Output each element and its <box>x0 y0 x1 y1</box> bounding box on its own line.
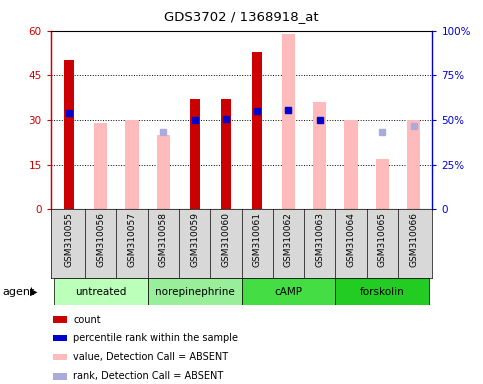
Text: forskolin: forskolin <box>360 287 405 297</box>
Text: GDS3702 / 1368918_at: GDS3702 / 1368918_at <box>164 10 319 23</box>
Text: GSM310055: GSM310055 <box>65 212 74 267</box>
Text: cAMP: cAMP <box>274 287 302 297</box>
Text: GSM310063: GSM310063 <box>315 212 324 267</box>
Bar <box>148 278 242 305</box>
Text: rank, Detection Call = ABSENT: rank, Detection Call = ABSENT <box>73 371 224 381</box>
Text: GSM310058: GSM310058 <box>159 212 168 267</box>
Bar <box>376 159 389 209</box>
Text: norepinephrine: norepinephrine <box>155 287 234 297</box>
Bar <box>335 278 429 305</box>
Bar <box>53 316 67 323</box>
Text: GSM310062: GSM310062 <box>284 212 293 267</box>
Text: untreated: untreated <box>75 287 127 297</box>
Bar <box>313 102 326 209</box>
Text: GSM310060: GSM310060 <box>221 212 230 267</box>
Text: GSM310065: GSM310065 <box>378 212 387 267</box>
Bar <box>53 335 67 341</box>
Text: GSM310066: GSM310066 <box>409 212 418 267</box>
Bar <box>252 51 262 209</box>
Text: ▶: ▶ <box>30 287 38 297</box>
Bar <box>64 61 74 209</box>
Bar <box>126 120 139 209</box>
Bar <box>157 135 170 209</box>
Text: count: count <box>73 314 101 324</box>
Bar <box>221 99 231 209</box>
Text: GSM310061: GSM310061 <box>253 212 262 267</box>
Bar <box>53 354 67 360</box>
Text: agent: agent <box>2 287 35 297</box>
Text: value, Detection Call = ABSENT: value, Detection Call = ABSENT <box>73 352 228 362</box>
Bar <box>242 278 335 305</box>
Text: GSM310056: GSM310056 <box>96 212 105 267</box>
Text: GSM310059: GSM310059 <box>190 212 199 267</box>
Bar <box>344 120 357 209</box>
Bar <box>407 120 420 209</box>
Bar <box>190 99 199 209</box>
Text: GSM310064: GSM310064 <box>346 212 355 267</box>
Text: GSM310057: GSM310057 <box>128 212 137 267</box>
Bar <box>53 373 67 379</box>
Bar <box>54 278 148 305</box>
Text: percentile rank within the sample: percentile rank within the sample <box>73 333 238 343</box>
Bar <box>94 123 107 209</box>
Bar <box>282 34 295 209</box>
